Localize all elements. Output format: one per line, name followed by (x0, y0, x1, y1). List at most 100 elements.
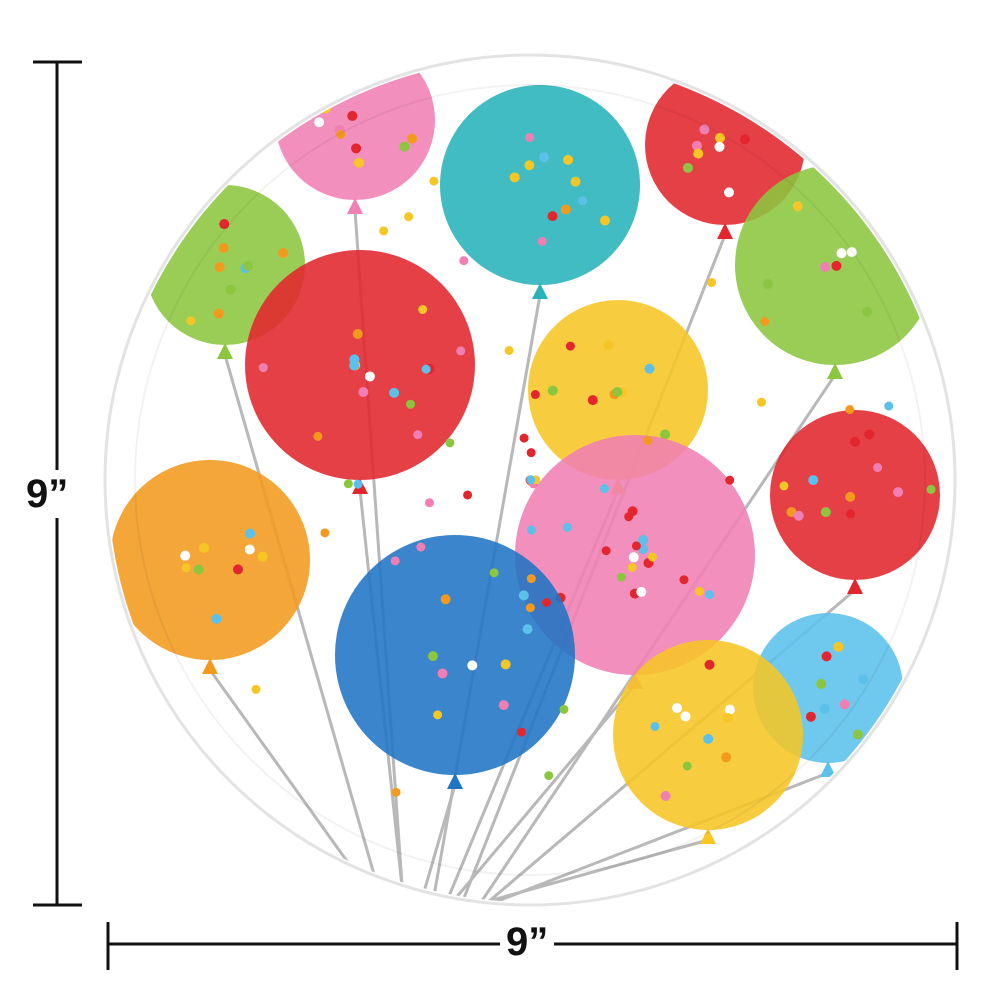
confetti-dot (258, 363, 268, 373)
confetti-dot (519, 433, 529, 443)
confetti-dot (679, 575, 689, 585)
balloon-dot (193, 564, 204, 575)
balloon-dot (820, 261, 831, 272)
balloon-dot (691, 140, 702, 151)
confetti-dot (404, 212, 414, 222)
balloon-dot (570, 176, 581, 187)
balloon-dot (500, 659, 511, 670)
confetti-dot (406, 399, 416, 409)
confetti-dot (313, 431, 323, 441)
balloon-dot (232, 564, 243, 575)
balloon-dot (819, 703, 830, 714)
balloon-dot (538, 152, 549, 163)
confetti-dot (537, 236, 547, 246)
balloon-knot (347, 198, 363, 214)
balloon-dot (864, 429, 875, 440)
balloon-dot (547, 385, 558, 396)
balloon-string (223, 354, 386, 902)
balloon-dot (821, 651, 832, 662)
confetti-dots (181, 130, 936, 797)
confetti-dot (846, 509, 856, 519)
balloon-knot (827, 363, 843, 379)
balloon-dot (498, 700, 509, 711)
confetti-dot (459, 256, 469, 266)
balloon-dot (808, 475, 819, 486)
confetti-dot (643, 436, 653, 446)
balloon-dot (180, 550, 191, 561)
confetti-dot (705, 590, 715, 600)
confetti-dot (421, 364, 431, 374)
confetti-dot (526, 574, 536, 584)
balloon-dot (816, 678, 827, 689)
balloon-dot (682, 162, 693, 173)
balloon-dot (644, 363, 655, 374)
balloon-dot (518, 590, 529, 601)
balloon-knot (847, 578, 863, 594)
confetti-dot (601, 546, 611, 556)
balloon-dot (693, 148, 704, 159)
balloon-dot (724, 704, 735, 715)
balloon-dot (587, 395, 598, 406)
confetti-dot (445, 438, 455, 448)
balloon-dot (440, 594, 451, 605)
balloon-dot (680, 711, 691, 722)
confetti-dot (631, 541, 641, 551)
balloon-dot (314, 117, 325, 128)
confetti-dot (416, 542, 426, 552)
balloon-dot (724, 187, 735, 198)
balloon-dot (839, 699, 850, 710)
confetti-dot (926, 484, 936, 494)
balloon-dot (245, 528, 256, 539)
confetti-dot (779, 481, 789, 491)
confetti-dot (599, 484, 609, 494)
balloon-dot (739, 134, 750, 145)
balloon-dot (547, 211, 558, 222)
confetti-dot (516, 727, 526, 737)
confetti-dot (413, 430, 423, 440)
confetti-dot (489, 568, 499, 578)
balloon-dot (858, 674, 869, 685)
balloon-dot (721, 752, 732, 763)
balloon-dot (278, 248, 289, 259)
balloon-dot (198, 542, 209, 553)
balloon-knot (217, 343, 233, 359)
balloon-dot (846, 247, 857, 258)
balloon-dot (522, 624, 533, 635)
confetti-dot (647, 552, 657, 562)
plate-inner-rim (134, 84, 926, 876)
balloon-dot (347, 110, 358, 121)
balloon-dot (211, 613, 222, 624)
confetti-dot (756, 397, 766, 407)
confetti-dot (526, 475, 536, 485)
confetti-dot (525, 133, 535, 143)
confetti-dot (725, 475, 735, 485)
balloon-dot (399, 141, 410, 152)
balloon-dot (805, 711, 816, 722)
balloon-dot (352, 329, 363, 340)
balloon-dot (214, 262, 225, 273)
balloon-dot (714, 141, 725, 152)
confetti-dot (544, 771, 554, 781)
balloon-dot (213, 308, 224, 319)
confetti-dot (873, 463, 883, 473)
balloon-dot (820, 507, 831, 518)
balloon-dot (638, 534, 649, 545)
balloon-dot (714, 132, 725, 143)
balloon-dot (893, 487, 904, 498)
confetti-dot (390, 556, 400, 566)
balloon-dot (524, 160, 535, 171)
confetti-dot (695, 586, 705, 596)
balloon-dot (563, 154, 574, 165)
balloon-dot (660, 429, 671, 440)
balloon-dot (831, 260, 842, 271)
balloon-dot (850, 436, 861, 447)
confetti-dot (707, 277, 717, 287)
balloon-dot (354, 157, 365, 168)
balloon-dot (437, 668, 448, 679)
balloon-knot (202, 658, 218, 674)
balloon-dot (852, 729, 863, 740)
confetti-dot (456, 346, 466, 356)
balloon-dot (349, 354, 360, 365)
balloon (440, 85, 640, 285)
confetti-dot (504, 346, 514, 356)
